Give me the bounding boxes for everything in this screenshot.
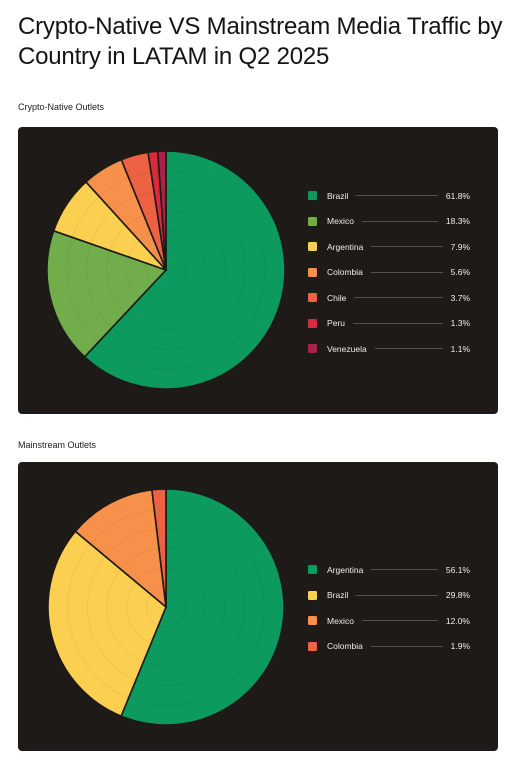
legend-divider-line <box>356 195 438 197</box>
legend-divider-line <box>352 322 443 324</box>
pie-slice-venezuela <box>156 150 167 271</box>
legend-item-peru: Peru 1.3% <box>308 311 470 337</box>
legend-divider-line <box>361 620 438 622</box>
legend-label: Chile <box>327 292 347 303</box>
pie-ring-decoration <box>67 508 265 706</box>
legend-value: 12.0% <box>445 615 470 626</box>
pie-ring-decoration <box>145 586 187 628</box>
legend-swatch <box>308 590 317 600</box>
legend-swatch <box>308 267 317 277</box>
mainstream-chart-panel: Argentina 56.1% Brazil 29.8% Mexico 12.0% Colo… <box>18 462 498 751</box>
legend-swatch <box>308 344 317 354</box>
legend-divider-line <box>361 220 438 222</box>
legend-label: Argentina <box>327 564 364 575</box>
legend-item-argentina: Argentina 7.9% <box>308 234 470 260</box>
legend-swatch <box>308 242 317 252</box>
pie-slice-brazil <box>83 150 286 390</box>
legend-label: Mexico <box>327 615 354 626</box>
legend-swatch <box>308 318 317 328</box>
legend-divider-line <box>374 348 443 350</box>
pie-ring-decoration <box>106 547 226 667</box>
pie-slice-argentina <box>120 488 285 726</box>
legend-divider-line <box>354 297 443 299</box>
crypto-legend: Brazil 61.8% Mexico 18.3% Argentina 7.9% Colom… <box>308 183 470 362</box>
legend-value: 1.1% <box>450 343 470 354</box>
pie-slice-brazil <box>47 530 167 717</box>
legend-divider-line <box>370 271 443 273</box>
mainstream-section-label: Mainstream Outlets <box>18 440 97 450</box>
crypto-chart-panel: Brazil 61.8% Mexico 18.3% Argentina 7.9% Colom… <box>18 127 498 414</box>
legend-swatch <box>308 191 317 201</box>
legend-divider-line <box>371 569 438 571</box>
legend-value: 61.8% <box>445 190 470 201</box>
legend-value: 7.9% <box>450 241 470 252</box>
pie-slice-mexico <box>74 489 167 608</box>
legend-label: Mexico <box>327 216 354 227</box>
legend-divider-line <box>370 645 443 647</box>
legend-label: Venezuela <box>327 343 367 354</box>
legend-item-mexico: Mexico 12.0% <box>308 608 470 634</box>
legend-item-argentina: Argentina 56.1% <box>308 557 470 583</box>
pie-slice-colombia <box>151 488 167 608</box>
legend-label: Brazil <box>327 190 349 201</box>
pie-ring-decoration <box>86 190 246 350</box>
legend-label: Colombia <box>327 267 363 278</box>
legend-value: 1.9% <box>450 641 470 652</box>
pie-ring-decoration <box>126 567 206 647</box>
legend-item-venezuela: Venezuela 1.1% <box>308 336 470 362</box>
legend-value: 3.7% <box>450 292 470 303</box>
legend-item-colombia: Colombia 1.9% <box>308 634 470 660</box>
mainstream-legend: Argentina 56.1% Brazil 29.8% Mexico 12.0% Colo… <box>308 557 470 659</box>
legend-swatch <box>308 293 317 303</box>
chart-title: Crypto-Native VS Mainstream Media Traffi… <box>18 13 503 70</box>
legend-item-chile: Chile 3.7% <box>308 285 470 311</box>
pie-ring-decoration <box>66 170 266 370</box>
legend-label: Brazil <box>327 590 349 601</box>
legend-item-mexico: Mexico 18.3% <box>308 209 470 235</box>
legend-value: 5.6% <box>450 267 470 278</box>
legend-divider-line <box>356 594 438 596</box>
legend-item-colombia: Colombia 5.6% <box>308 260 470 286</box>
legend-value: 18.3% <box>445 216 470 227</box>
pie-ring-decoration <box>145 249 187 291</box>
legend-item-brazil: Brazil 61.8% <box>308 183 470 209</box>
legend-swatch <box>308 641 317 651</box>
legend-value: 29.8% <box>445 590 470 601</box>
pie-ring-decoration <box>86 527 246 687</box>
legend-label: Argentina <box>327 241 364 252</box>
legend-value: 1.3% <box>450 318 470 329</box>
legend-swatch <box>308 216 317 226</box>
legend-swatch <box>308 565 317 575</box>
legend-label: Colombia <box>327 641 363 652</box>
legend-swatch <box>308 616 317 626</box>
pie-slice-mexico <box>46 230 167 358</box>
legend-divider-line <box>371 246 443 248</box>
pie-ring-decoration <box>125 229 207 311</box>
mainstream-pie-chart <box>47 488 285 726</box>
legend-label: Peru <box>327 318 345 329</box>
pie-ring-decoration <box>106 210 226 330</box>
legend-item-brazil: Brazil 29.8% <box>308 583 470 609</box>
crypto-pie-chart <box>46 150 286 390</box>
legend-value: 56.1% <box>445 564 470 575</box>
crypto-section-label: Crypto-Native Outlets <box>18 102 105 112</box>
